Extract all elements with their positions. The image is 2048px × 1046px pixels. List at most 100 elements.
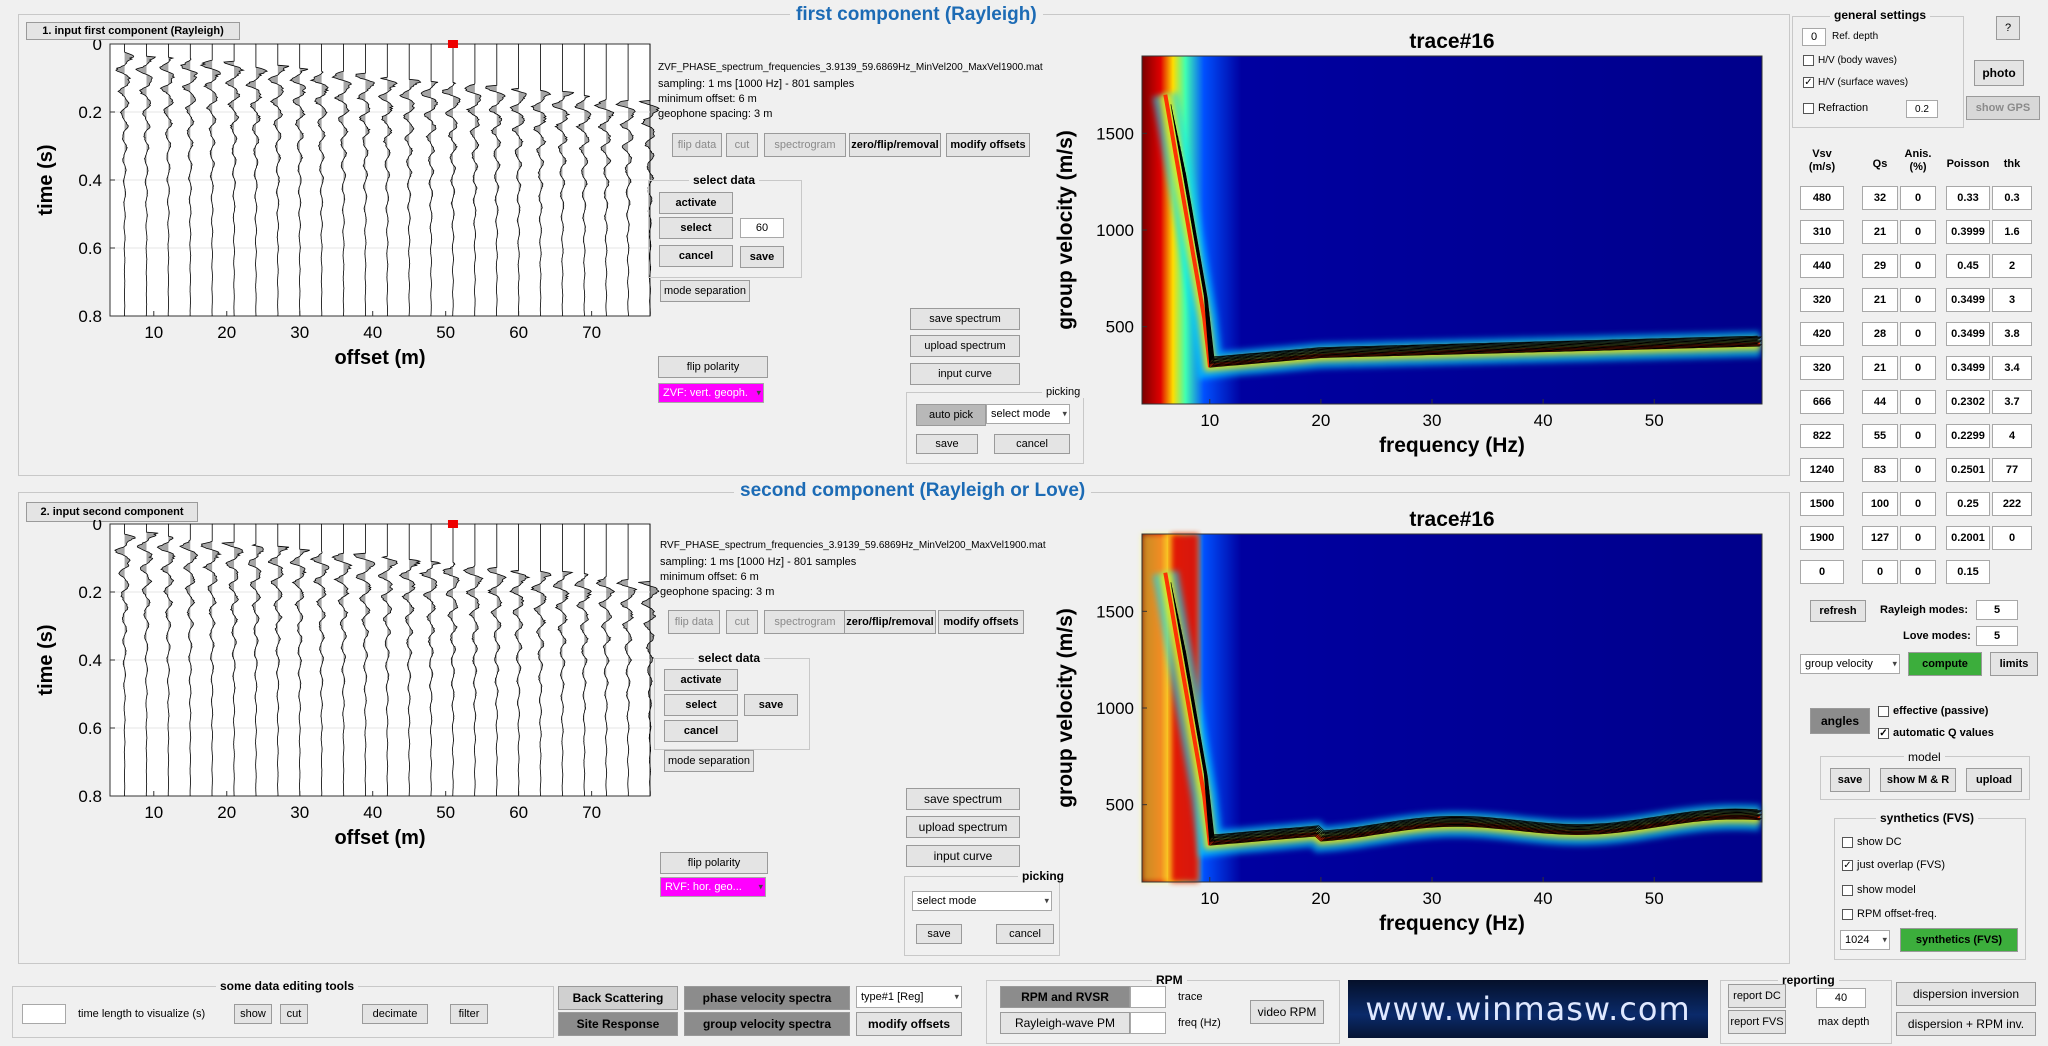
report-fvs-button[interactable]: report FVS xyxy=(1728,1010,1786,1034)
show-dc-checkbox[interactable]: show DC xyxy=(1842,836,1902,848)
help-button[interactable]: ? xyxy=(1996,16,2020,40)
zero-flip-removal-button[interactable]: zero/flip/removal xyxy=(849,133,941,157)
rpm-rvsr-button[interactable]: RPM and RVSR xyxy=(1000,986,1130,1008)
model-upload-button[interactable]: upload xyxy=(1966,768,2022,792)
activate-button[interactable]: activate xyxy=(659,192,733,214)
table-cell[interactable]: 0.2299 xyxy=(1946,424,1990,448)
table-cell[interactable]: 1240 xyxy=(1800,458,1844,482)
table-cell[interactable]: 0.2501 xyxy=(1946,458,1990,482)
refraction-checkbox[interactable]: Refraction xyxy=(1803,102,1868,114)
table-cell[interactable]: 0 xyxy=(1900,492,1936,516)
table-cell[interactable]: 0.3499 xyxy=(1946,288,1990,312)
table-cell[interactable]: 1900 xyxy=(1800,526,1844,550)
input-first-component-button[interactable]: 1. input first component (Rayleigh) xyxy=(26,22,240,40)
upload-spectrum-button[interactable]: upload spectrum xyxy=(906,816,1020,838)
input-curve-button[interactable]: input curve xyxy=(906,845,1020,867)
table-cell[interactable]: 0.25 xyxy=(1946,492,1990,516)
rpm-trace-input[interactable] xyxy=(1130,986,1166,1008)
table-cell[interactable]: 100 xyxy=(1862,492,1898,516)
max-depth-input[interactable]: 40 xyxy=(1816,988,1866,1008)
save-select-button[interactable]: save xyxy=(744,694,798,716)
table-cell[interactable]: 480 xyxy=(1800,186,1844,210)
automatic-q-checkbox[interactable]: ✓ automatic Q values xyxy=(1878,727,1994,739)
synthetics-fvs-button[interactable]: synthetics (FVS) xyxy=(1900,928,2018,952)
picking-cancel-button[interactable]: cancel xyxy=(994,434,1070,454)
model-save-button[interactable]: save xyxy=(1830,768,1870,792)
component-select[interactable]: ZVF: vert. geoph. ▾ xyxy=(658,383,764,403)
modify-offsets-button[interactable]: modify offsets xyxy=(938,610,1024,634)
spectrogram-button[interactable]: spectrogram xyxy=(764,133,846,157)
picking-save-button[interactable]: save xyxy=(916,434,978,454)
table-cell[interactable]: 822 xyxy=(1800,424,1844,448)
table-cell[interactable]: 1500 xyxy=(1800,492,1844,516)
cancel-select-button[interactable]: cancel xyxy=(659,245,733,267)
synthetics-size-select[interactable]: 1024 ▾ xyxy=(1840,930,1890,950)
table-cell[interactable]: 29 xyxy=(1862,254,1898,278)
table-cell[interactable]: 0.15 xyxy=(1946,560,1990,584)
table-cell[interactable]: 0 xyxy=(1900,424,1936,448)
table-cell[interactable]: 127 xyxy=(1862,526,1898,550)
photo-button[interactable]: photo xyxy=(1974,60,2024,86)
table-cell[interactable]: 0.3 xyxy=(1992,186,2032,210)
flip-polarity-button[interactable]: flip polarity xyxy=(660,852,768,874)
group-velocity-spectra-button[interactable]: group velocity spectra xyxy=(684,1012,850,1036)
rpm-freq-input[interactable] xyxy=(1130,1012,1166,1034)
dispersion-rpm-inversion-button[interactable]: dispersion + RPM inv. xyxy=(1896,1012,2036,1036)
spectrogram-button[interactable]: spectrogram xyxy=(764,610,846,634)
rayleigh-modes-input[interactable]: 5 xyxy=(1976,600,2018,620)
limits-button[interactable]: limits xyxy=(1990,652,2038,676)
table-cell[interactable]: 77 xyxy=(1992,458,2032,482)
select-button[interactable]: select xyxy=(659,217,733,239)
show-gps-button[interactable]: show GPS xyxy=(1966,96,2040,120)
table-cell[interactable]: 3.8 xyxy=(1992,322,2032,346)
cut-data-button[interactable]: cut xyxy=(280,1004,308,1024)
rayleigh-wave-pm-button[interactable]: Rayleigh-wave PM xyxy=(1000,1012,1130,1034)
table-cell[interactable]: 320 xyxy=(1800,356,1844,380)
table-cell[interactable]: 21 xyxy=(1862,288,1898,312)
hv-surface-checkbox[interactable]: ✓ H/V (surface waves) xyxy=(1803,77,1908,88)
flip-data-button[interactable]: flip data xyxy=(672,133,722,157)
table-cell[interactable]: 0 xyxy=(1900,458,1936,482)
back-scattering-button[interactable]: Back Scattering xyxy=(558,986,678,1010)
modify-offsets-button[interactable]: modify offsets xyxy=(946,133,1030,157)
table-cell[interactable]: 2 xyxy=(1992,254,2032,278)
table-cell[interactable]: 420 xyxy=(1800,322,1844,346)
table-cell[interactable]: 0 xyxy=(1992,526,2032,550)
type-select[interactable]: type#1 [Reg] ▾ xyxy=(856,986,962,1008)
auto-pick-button[interactable]: auto pick xyxy=(916,404,986,426)
refresh-button[interactable]: refresh xyxy=(1810,600,1866,622)
flip-data-button[interactable]: flip data xyxy=(668,610,720,634)
compute-button[interactable]: compute xyxy=(1908,652,1982,676)
table-cell[interactable]: 320 xyxy=(1800,288,1844,312)
table-cell[interactable]: 0 xyxy=(1800,560,1844,584)
component-select[interactable]: RVF: hor. geo... ▾ xyxy=(660,877,766,897)
table-cell[interactable]: 0 xyxy=(1900,288,1936,312)
table-cell[interactable]: 44 xyxy=(1862,390,1898,414)
table-cell[interactable]: 4 xyxy=(1992,424,2032,448)
table-cell[interactable]: 0 xyxy=(1900,186,1936,210)
table-cell[interactable]: 0.3999 xyxy=(1946,220,1990,244)
table-cell[interactable]: 0 xyxy=(1900,254,1936,278)
effective-passive-checkbox[interactable]: effective (passive) xyxy=(1878,705,1988,717)
cut-button[interactable]: cut xyxy=(726,133,758,157)
table-cell[interactable]: 32 xyxy=(1862,186,1898,210)
flip-polarity-button[interactable]: flip polarity xyxy=(658,356,768,378)
table-cell[interactable]: 3 xyxy=(1992,288,2032,312)
rpm-offset-freq-checkbox[interactable]: RPM offset-freq. xyxy=(1842,908,1937,920)
table-cell[interactable]: 3.7 xyxy=(1992,390,2032,414)
just-overlap-checkbox[interactable]: ✓ just overlap (FVS) xyxy=(1842,859,1945,871)
filter-button[interactable]: filter xyxy=(450,1004,488,1024)
table-cell[interactable]: 0.2302 xyxy=(1946,390,1990,414)
table-cell[interactable]: 0.3499 xyxy=(1946,356,1990,380)
table-cell[interactable]: 1.6 xyxy=(1992,220,2032,244)
table-cell[interactable]: 55 xyxy=(1862,424,1898,448)
select-button[interactable]: select xyxy=(664,694,738,716)
select-value-input[interactable]: 60 xyxy=(740,218,784,238)
hv-body-checkbox[interactable]: H/V (body waves) xyxy=(1803,55,1897,66)
zero-flip-removal-button[interactable]: zero/flip/removal xyxy=(844,610,936,634)
table-cell[interactable]: 0 xyxy=(1862,560,1898,584)
modify-offsets-bottom-button[interactable]: modify offsets xyxy=(856,1012,962,1036)
phase-velocity-spectra-button[interactable]: phase velocity spectra xyxy=(684,986,850,1010)
table-cell[interactable]: 440 xyxy=(1800,254,1844,278)
show-model-checkbox[interactable]: show model xyxy=(1842,884,1916,896)
